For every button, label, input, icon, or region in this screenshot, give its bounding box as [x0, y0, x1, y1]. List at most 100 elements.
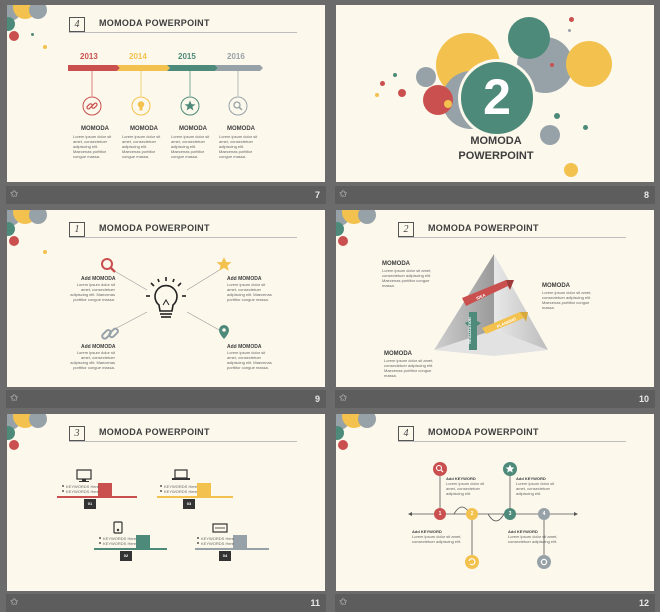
deco-circle — [508, 17, 550, 59]
timeline-arrow-2013 — [68, 65, 120, 71]
keyword-bullet: KEYWORDS Here — [164, 489, 198, 494]
star-icon — [184, 100, 196, 111]
deco-dot — [393, 73, 397, 77]
item-title: MOMODA — [227, 126, 255, 132]
star-icon — [216, 257, 232, 271]
slide-number: 7 — [314, 190, 320, 200]
item-text: Lorem ipsum dolor sit amet, consectetuer… — [227, 350, 272, 370]
deco-dot — [564, 163, 578, 177]
item-text: Lorem ipsum dolor sit amet, consectetuer… — [70, 350, 115, 370]
year-label: 2015 — [178, 52, 196, 61]
deco-circle — [336, 426, 344, 440]
slide-title: MOMODA POWERPOINT — [99, 223, 210, 233]
deco-circle — [540, 125, 560, 145]
keyword-text: Lorem ipsum dolor sit amet, consectetuer… — [412, 534, 462, 544]
keyword-text: Lorem ipsum dolor sit amet, consectetuer… — [446, 481, 485, 496]
pyramid-right-face — [494, 254, 548, 350]
keyword-bullet: KEYWORDS Here — [201, 541, 235, 546]
step-number: 2 — [470, 511, 474, 517]
star-icon[interactable]: ✩ — [10, 597, 19, 608]
section-number: 4 — [69, 17, 85, 32]
slide-number: 12 — [638, 598, 649, 608]
item-title: Add MOMODA — [227, 276, 262, 282]
star-icon[interactable]: ✩ — [339, 597, 348, 608]
slide-thumbnail-11[interactable]: 3 MOMODA POWERPOINT 01 02 03 04 KEYWORDS… — [7, 414, 325, 591]
slide-thumbnail-10[interactable]: 2 MOMODA POWERPOINT IDEA PLANNING REALIZ… — [336, 210, 654, 387]
star-icon — [505, 464, 515, 473]
slide-number: 8 — [643, 190, 649, 200]
item-text: Lorem ipsum dolor sit amet, consectetuer… — [73, 134, 112, 159]
keyword-title: Add KEYWORD — [446, 476, 476, 481]
item-text: Lorem ipsum dolor sit amet, consectetuer… — [171, 134, 210, 159]
deco-circle — [338, 440, 348, 450]
deco-dot — [380, 81, 385, 86]
timeline-arrow-2016 — [215, 65, 263, 71]
keyword-bullet: KEYWORDS Here — [201, 536, 235, 541]
item-title: MOMODA — [542, 283, 570, 289]
slide-bar-9: ✩ 9 — [6, 390, 326, 408]
step-number: 4 — [542, 511, 546, 517]
timeline-graphic — [68, 65, 263, 116]
item-title: Add MOMODA — [227, 344, 262, 350]
star-icon[interactable]: ✩ — [339, 189, 348, 200]
deco-circle — [416, 67, 436, 87]
deco-dot — [43, 45, 47, 49]
refresh-icon — [468, 558, 476, 566]
map-pin-icon — [219, 325, 229, 339]
item-title: MOMODA — [179, 126, 207, 132]
step-number: 02 — [123, 553, 129, 558]
planning-arrow — [482, 312, 524, 334]
deco-dot — [398, 89, 406, 97]
item-title: MOMODA — [384, 351, 412, 357]
slide-thumbnail-9[interactable]: 1 MOMODA POWERPOINT Add MOMODA Lorem ips… — [7, 210, 325, 387]
keyboard-icon — [212, 523, 228, 533]
deco-dot — [375, 93, 379, 97]
item-text: Lorem ipsum dolor sit amet, consectetuer… — [384, 358, 434, 378]
keyword-bullet: KEYWORDS Here — [103, 541, 137, 546]
big-section-number: 2 — [483, 69, 511, 125]
deco-circle — [338, 236, 348, 246]
deco-dot — [31, 33, 34, 36]
keyword-bullet: KEYWORDS Here — [66, 484, 100, 489]
slide-bar-11: ✩ 11 — [6, 594, 326, 612]
idea-arrow — [462, 280, 508, 306]
slide-title: MOMODA POWERPOINT — [99, 18, 210, 28]
keyword-bullet: KEYWORDS Here — [164, 484, 198, 489]
tablet-touch-icon — [113, 521, 123, 534]
search-icon — [101, 258, 116, 273]
slide-thumbnail-8[interactable]: 2 MOMODA POWERPOINT — [336, 5, 654, 182]
step-number: 01 — [87, 501, 93, 506]
step-number: 03 — [186, 501, 192, 506]
deco-circle — [29, 5, 47, 19]
keyword-bullet: KEYWORDS Here — [66, 489, 100, 494]
deco-circle — [9, 440, 19, 450]
bulb-diagram — [101, 257, 232, 340]
deco-circle — [29, 414, 47, 428]
link-icon — [101, 327, 119, 340]
keyword-text: Lorem ipsum dolor sit amet, consectetuer… — [508, 534, 558, 544]
keyword-title: Add KEYWORD — [412, 529, 442, 534]
item-title: Add MOMODA — [81, 344, 116, 350]
deco-circle — [336, 222, 344, 236]
deco-dot — [569, 17, 574, 22]
steps-graphic — [57, 469, 269, 561]
header-divider — [398, 441, 626, 442]
slide-thumbnail-12[interactable]: 4 MOMODA POWERPOINT 1 2 3 4 Add KEYWORD … — [336, 414, 654, 591]
item-title: MOMODA — [382, 261, 410, 267]
keyword-text: Lorem ipsum dolor sit amet, consectetuer… — [516, 481, 555, 496]
star-icon[interactable]: ✩ — [339, 393, 348, 404]
slide-title: MOMODA POWERPOINT — [99, 427, 210, 437]
star-icon[interactable]: ✩ — [10, 393, 19, 404]
process-flow — [408, 462, 578, 569]
slide-number: 9 — [314, 394, 320, 404]
year-label: 2014 — [129, 52, 147, 61]
deco-circle — [7, 17, 15, 31]
section-number: 2 — [398, 222, 414, 237]
deco-circle — [9, 236, 19, 246]
search-icon — [435, 464, 444, 473]
step-number: 3 — [508, 511, 512, 517]
deco-dot — [583, 125, 588, 130]
slide-thumbnail-7[interactable]: 4 MOMODA POWERPOINT 2013 2014 2015 2016 … — [7, 5, 325, 182]
item-text: Lorem ipsum dolor sit amet, consectetuer… — [219, 134, 258, 159]
star-icon[interactable]: ✩ — [10, 189, 19, 200]
